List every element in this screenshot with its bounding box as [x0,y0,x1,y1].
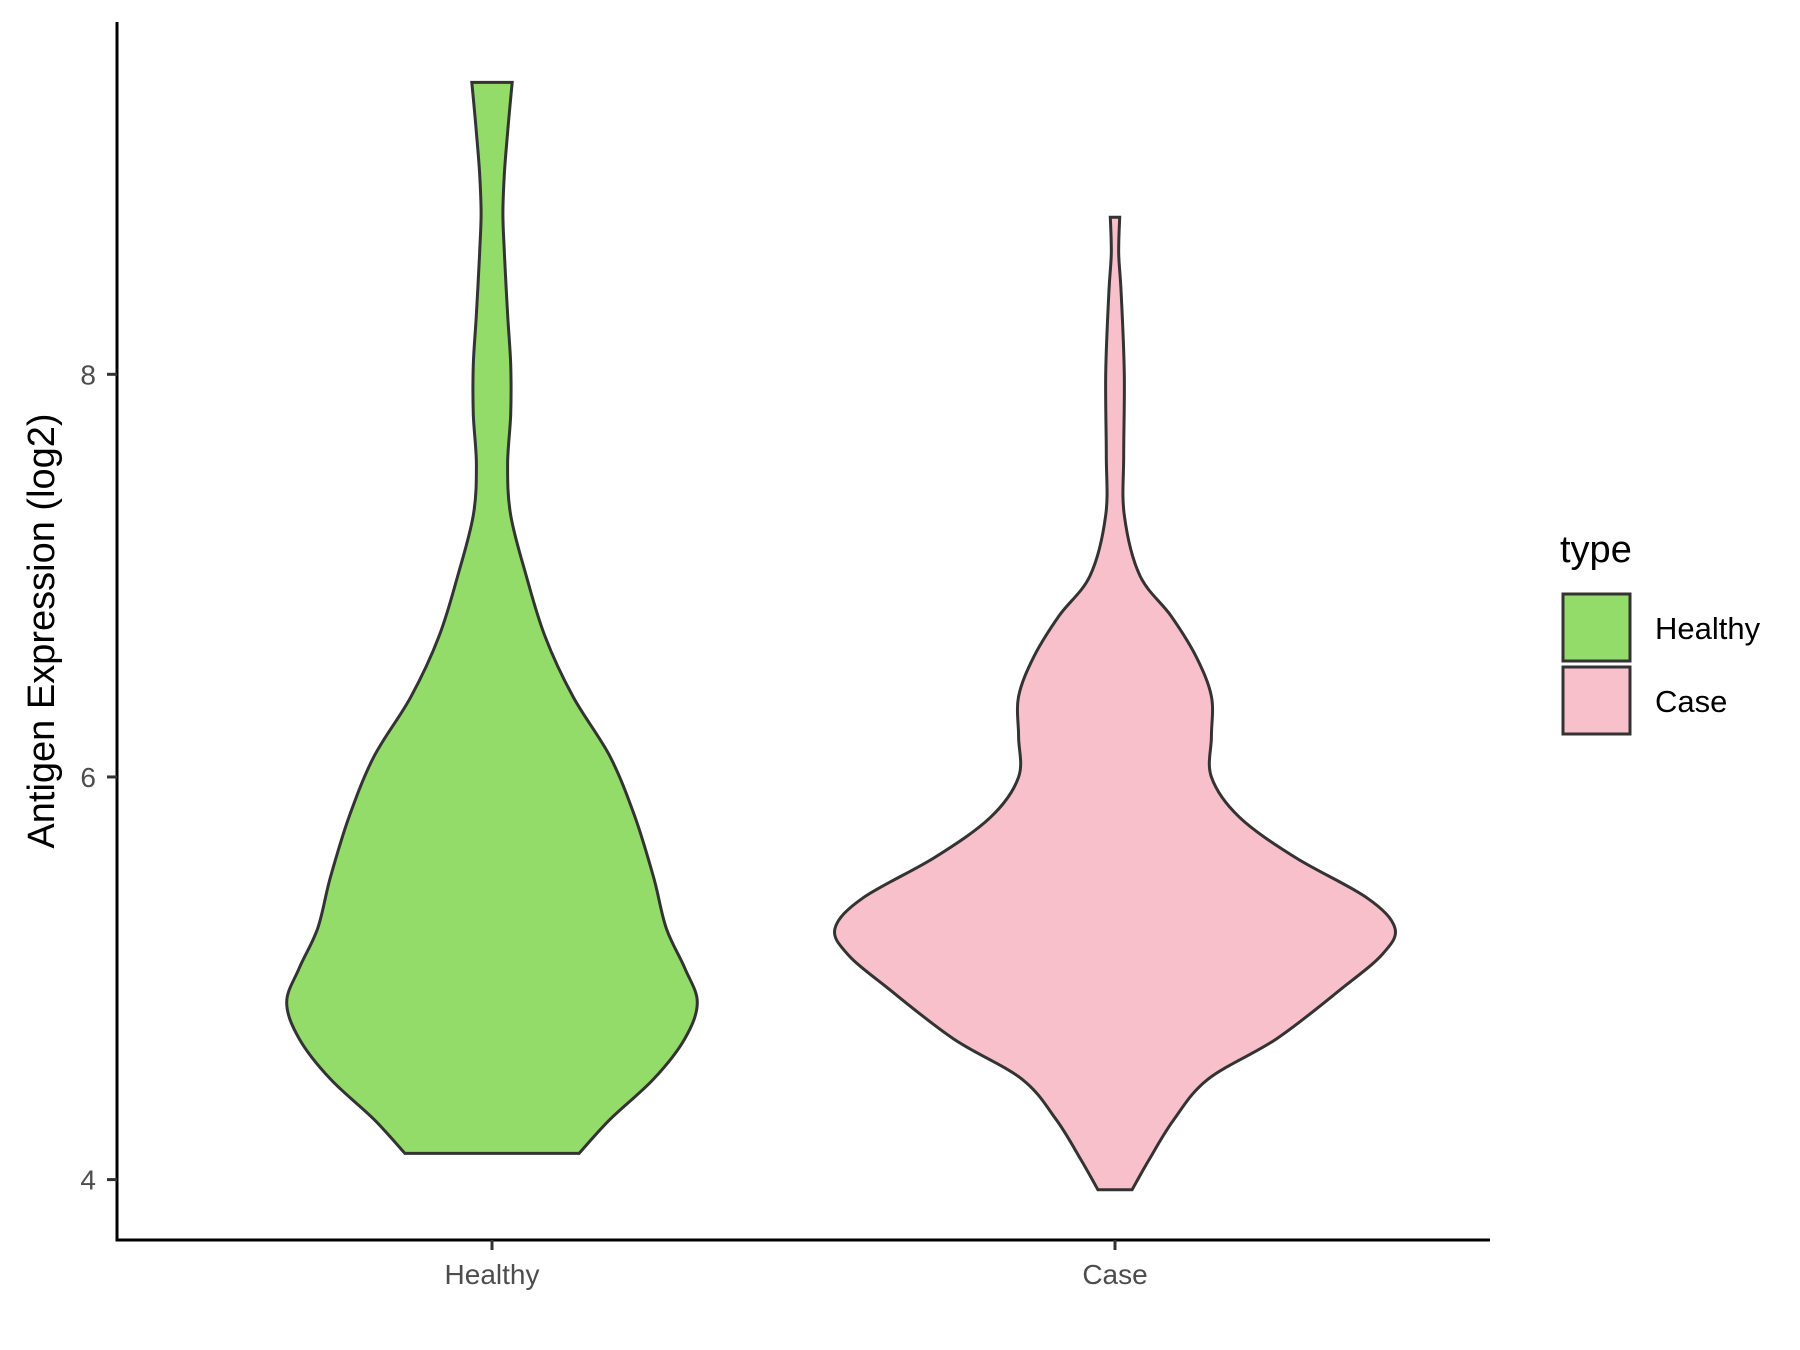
y-axis-title: Antigen Expression (log2) [21,413,63,848]
x-tick-label-case: Case [1082,1259,1147,1290]
legend-label-healthy: Healthy [1655,611,1761,646]
y-tick-label: 6 [80,762,96,793]
violin-case [833,215,1397,1192]
legend: type Healthy Case [1560,529,1761,736]
y-tick-label: 4 [80,1165,96,1196]
legend-key-healthy [1561,592,1632,663]
plot-area [285,80,1397,1192]
legend-title: type [1560,529,1632,571]
x-tick-label-healthy: Healthy [445,1259,540,1290]
legend-key-case [1561,665,1632,736]
legend-label-case: Case [1655,684,1727,719]
violin-healthy [285,80,699,1155]
axes [115,22,1490,1242]
ticks: 4 6 8 Healthy Case [80,359,1147,1290]
y-tick-label: 8 [80,359,96,390]
